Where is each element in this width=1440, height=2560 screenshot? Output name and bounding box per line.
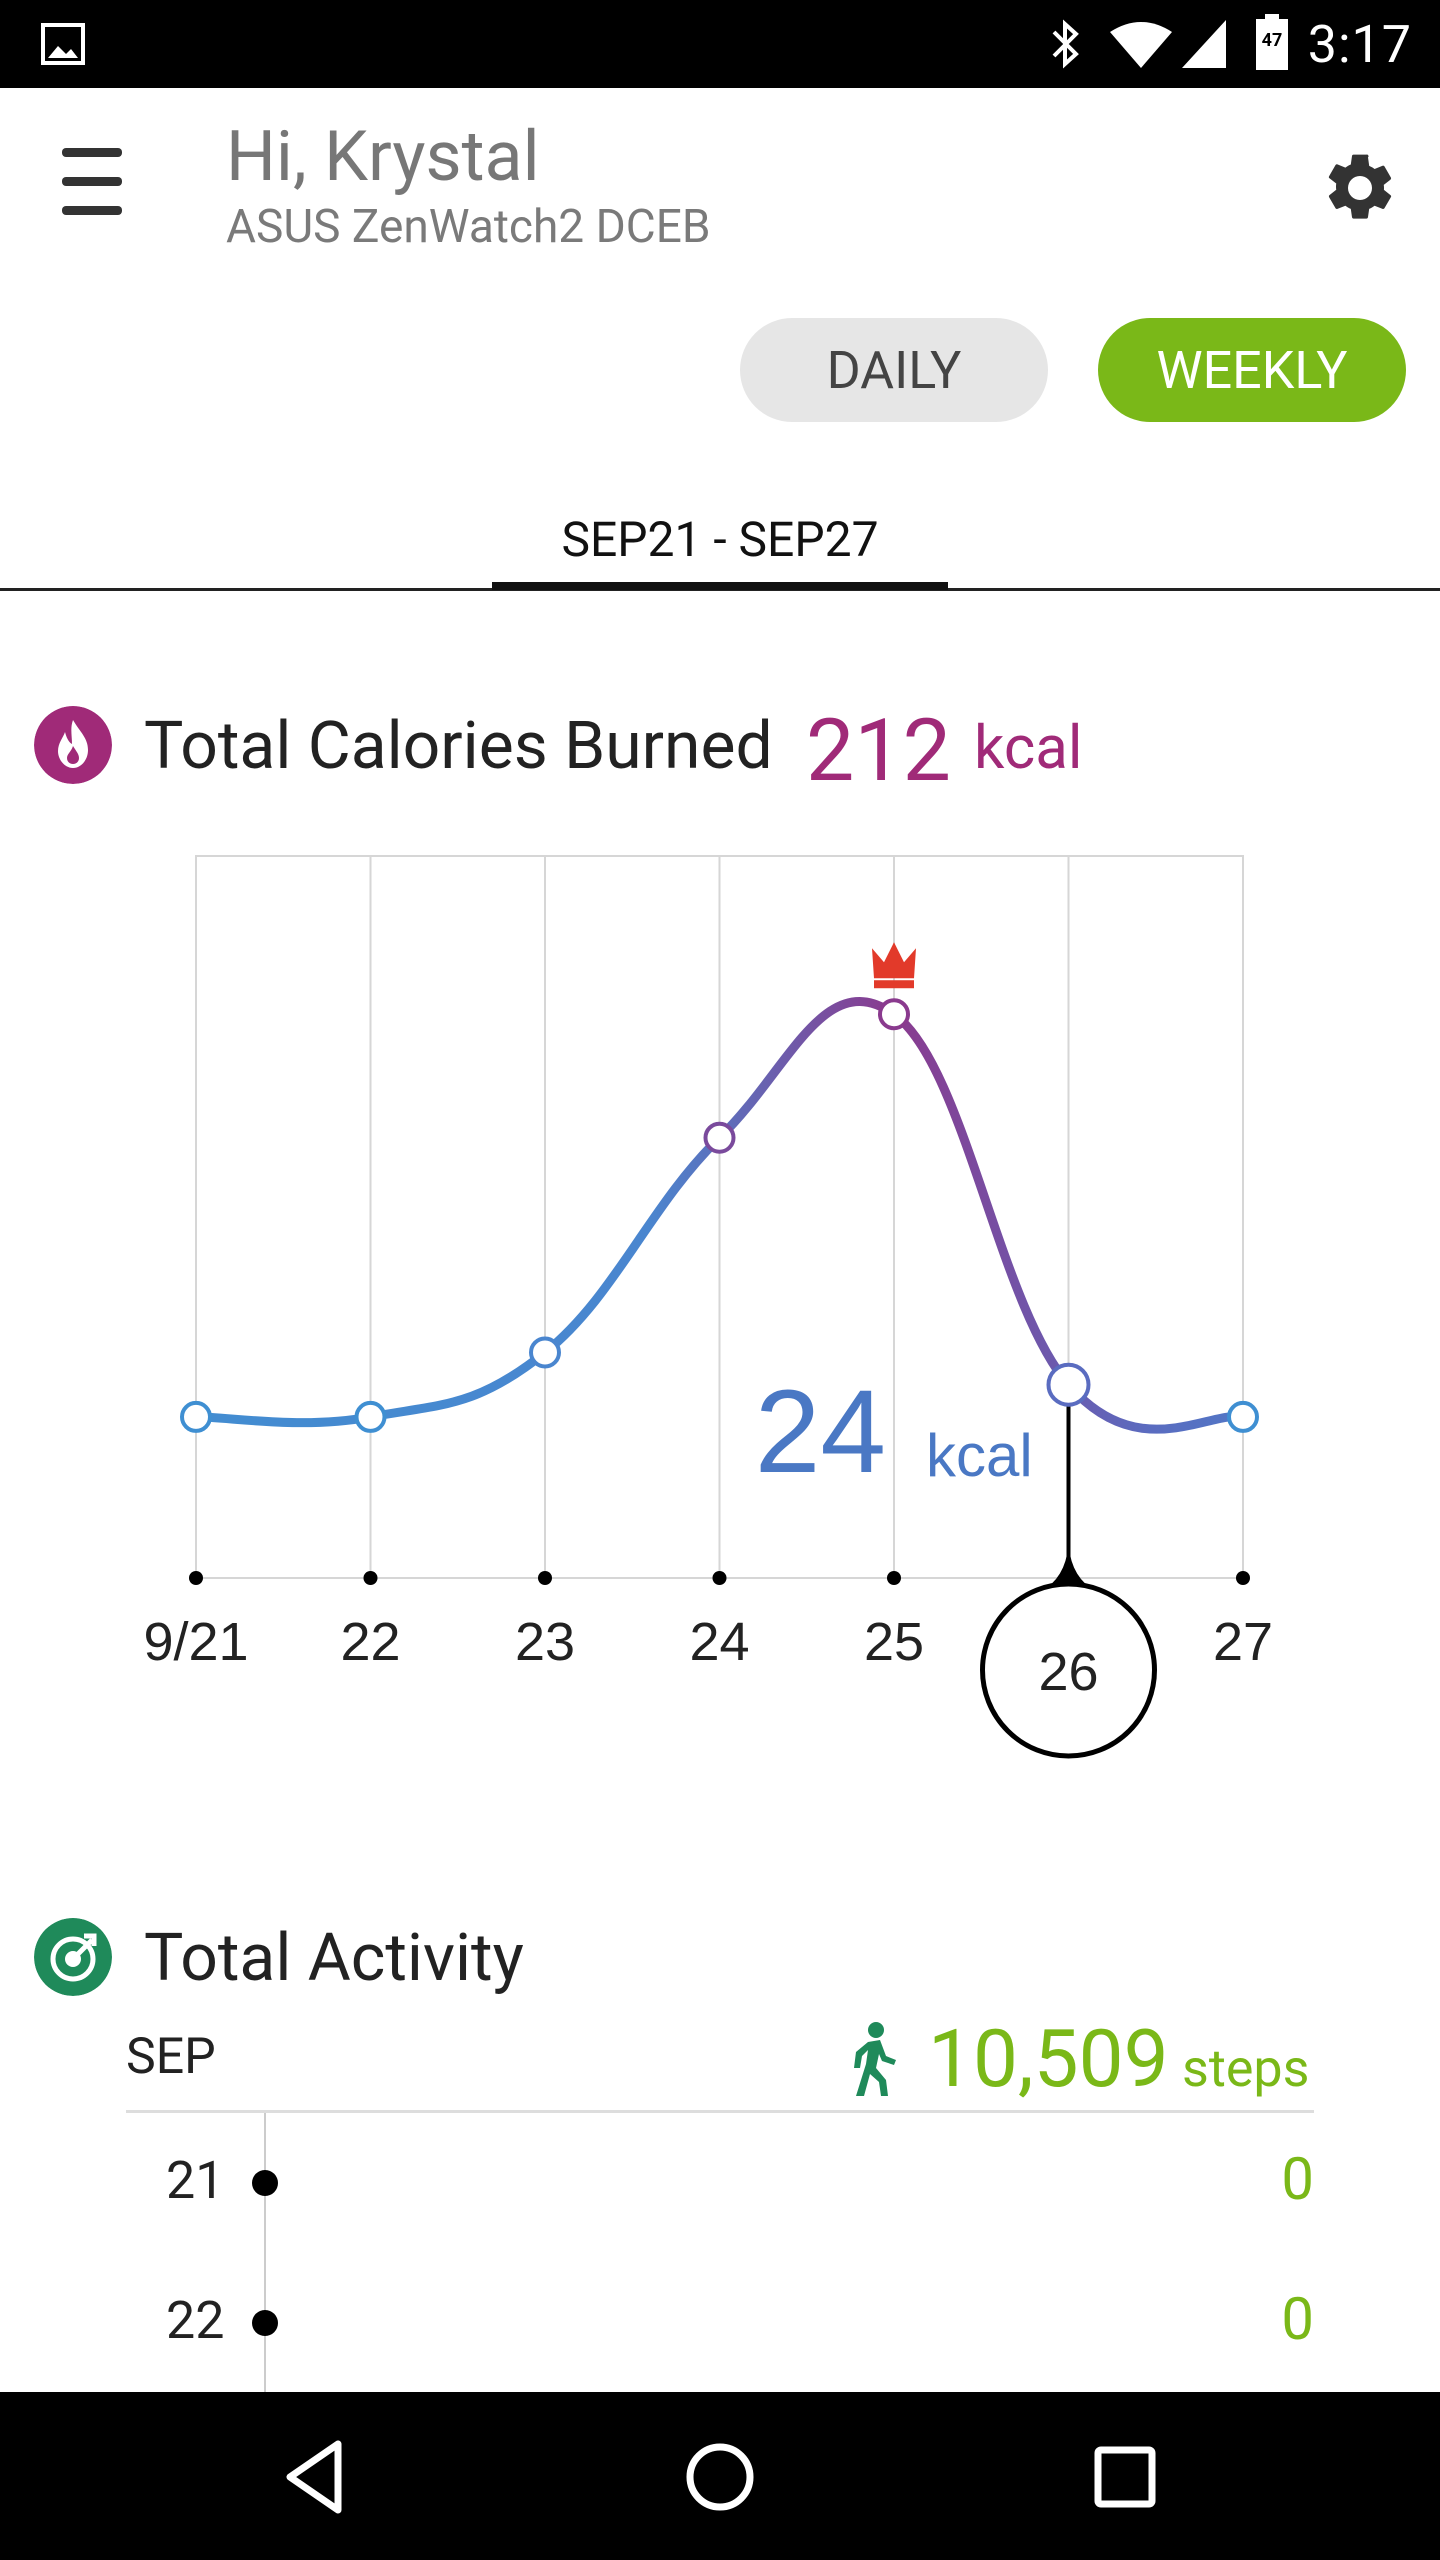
daily-toggle-button[interactable]: DAILY xyxy=(740,318,1048,422)
tab-indicator xyxy=(492,582,948,590)
chart-data-point[interactable] xyxy=(354,1400,387,1433)
selected-day-calories-unit: kcal xyxy=(926,1422,1033,1489)
status-bar: 47 3:17 xyxy=(0,0,1440,88)
total-steps-value: 10,509 xyxy=(928,2012,1169,2106)
chart-x-tick xyxy=(189,1571,203,1585)
chart-data-point[interactable] xyxy=(180,1400,212,1433)
chart-x-tick xyxy=(1061,1571,1076,1585)
home-icon[interactable] xyxy=(675,2432,765,2522)
selected-day-connector-tip xyxy=(1046,1538,1091,1588)
total-steps-unit: steps xyxy=(1182,2038,1310,2099)
hamburger-menu-icon[interactable] xyxy=(62,148,132,228)
activity-timeline xyxy=(264,2113,266,2393)
total-calories-unit: kcal xyxy=(974,712,1083,783)
selected-day-connector xyxy=(1046,1384,1091,1588)
activity-row-value: 0 xyxy=(1281,2146,1314,2214)
clock: 3:17 xyxy=(1307,14,1412,75)
device-name: ASUS ZenWatch2 DCEB xyxy=(226,200,711,254)
battery-level-text: 47 xyxy=(1261,30,1283,51)
activity-month-label: SEP xyxy=(126,2028,216,2086)
bluetooth-icon xyxy=(1052,19,1079,69)
chart-x-label[interactable]: 9/21 xyxy=(143,1612,248,1672)
gallery-notification-icon xyxy=(41,23,85,65)
activity-section-title: Total Activity xyxy=(144,1920,524,1997)
greeting-text: Hi, Krystal xyxy=(226,116,540,198)
chart-x-label[interactable]: 27 xyxy=(1213,1612,1273,1672)
chart-x-label[interactable]: 22 xyxy=(340,1612,400,1672)
chart-x-tick xyxy=(712,1571,727,1585)
app-header: Hi, Krystal ASUS ZenWatch2 DCEB xyxy=(0,88,1440,288)
activity-row[interactable]: 21 0 xyxy=(0,2120,1440,2240)
chart-data-point[interactable] xyxy=(1227,1400,1259,1433)
selected-day-calories-value: 24 xyxy=(755,1366,886,1498)
calories-line-chart: 9/21 22 23 24 25 27 26 24 kcal xyxy=(143,855,1273,1759)
battery-icon: 47 xyxy=(1256,14,1288,70)
selected-day-marker[interactable]: 26 xyxy=(980,1581,1157,1759)
wifi-icon xyxy=(1110,22,1172,68)
activity-row-value: 0 xyxy=(1281,2286,1314,2354)
total-calories-value: 212 xyxy=(806,700,951,801)
crown-base xyxy=(874,980,914,989)
chart-x-tick xyxy=(1236,1571,1250,1585)
chart-data-point[interactable] xyxy=(703,1121,736,1154)
activity-row[interactable]: 22 0 xyxy=(0,2260,1440,2380)
activity-row-dot xyxy=(252,2310,278,2336)
system-navigation-bar xyxy=(0,2392,1440,2560)
selected-day-circle[interactable] xyxy=(980,1581,1157,1759)
crown-icon xyxy=(872,942,916,989)
weekly-toggle-button[interactable]: WEEKLY xyxy=(1098,318,1406,422)
chart-x-label[interactable]: 23 xyxy=(515,1612,575,1672)
activity-row-day: 21 xyxy=(166,2150,225,2211)
chart-x-tick xyxy=(538,1571,552,1585)
activity-divider xyxy=(126,2110,1314,2113)
chart-x-label[interactable]: 25 xyxy=(864,1612,924,1672)
chart-data-point[interactable] xyxy=(878,998,910,1031)
target-icon xyxy=(34,1918,112,1996)
activity-row-dot xyxy=(252,2170,278,2196)
chart-x-tick xyxy=(363,1571,378,1585)
chart-x-label[interactable]: 24 xyxy=(689,1612,749,1672)
chart-x-label-selected[interactable]: 26 xyxy=(1038,1642,1098,1702)
cell-signal-icon xyxy=(1182,20,1226,68)
chart-data-point[interactable] xyxy=(529,1336,561,1369)
activity-row-day: 22 xyxy=(166,2290,225,2351)
flame-icon xyxy=(34,706,112,784)
gear-icon[interactable] xyxy=(1320,148,1400,228)
walking-person-icon xyxy=(854,2022,896,2096)
recent-apps-icon[interactable] xyxy=(1080,2432,1170,2522)
calories-section-title: Total Calories Burned xyxy=(144,708,773,785)
date-range-tab[interactable]: SEP21 - SEP27 xyxy=(561,511,879,568)
back-icon[interactable] xyxy=(270,2432,360,2522)
chart-x-tick xyxy=(887,1571,901,1585)
chart-data-point[interactable] xyxy=(1046,1362,1091,1407)
chart-grid xyxy=(195,855,1244,1579)
crown-shape xyxy=(872,942,916,979)
